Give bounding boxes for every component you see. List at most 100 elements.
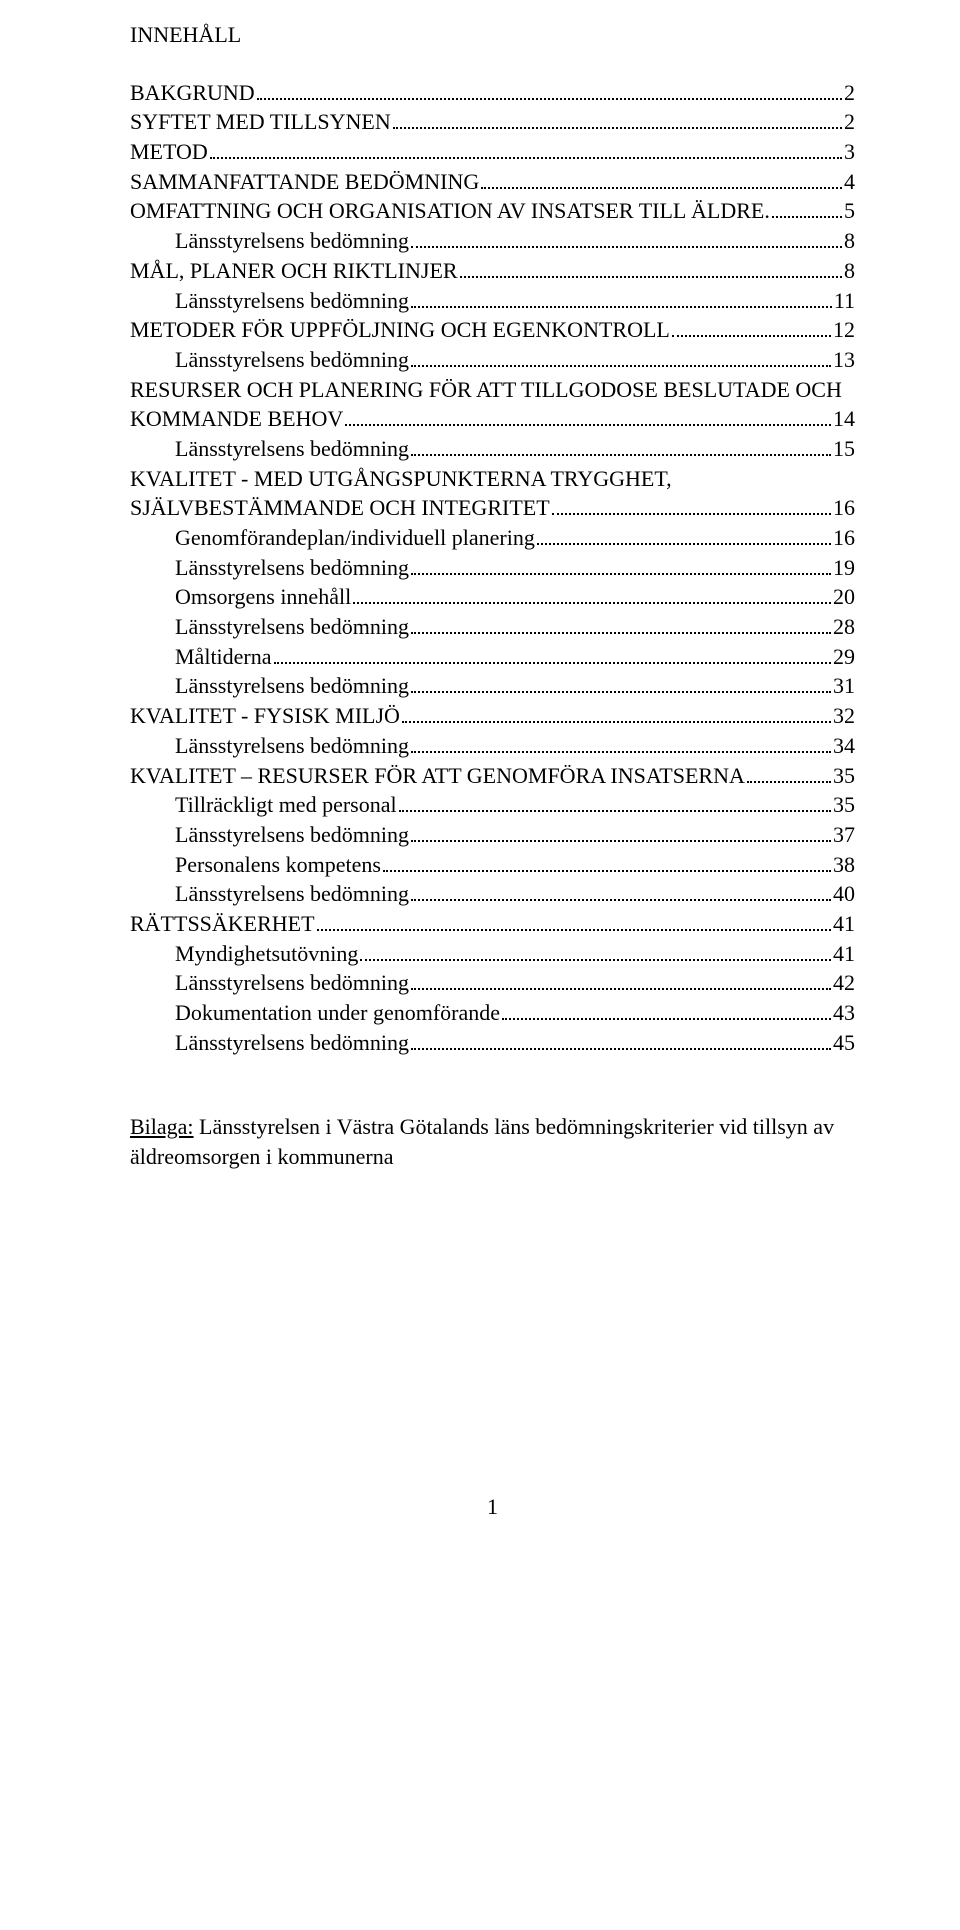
toc-entry-page: 14 (833, 404, 855, 434)
toc-entry: Dokumentation under genomförande 43 (130, 998, 855, 1028)
toc-leader-dots (747, 781, 831, 783)
toc-entry-page: 8 (844, 256, 855, 286)
toc-entry: METODER FÖR UPPFÖLJNING OCH EGENKONTROLL… (130, 315, 855, 345)
toc-entry-page: 37 (833, 820, 855, 850)
toc-entry-page: 5 (844, 196, 855, 226)
toc-leader-dots (411, 573, 831, 575)
toc-entry: Länsstyrelsens bedömning45 (130, 1028, 855, 1058)
toc-entry-label: SJÄLVBESTÄMMANDE OCH INTEGRITET (130, 493, 550, 523)
toc-leader-dots (210, 157, 842, 159)
toc-entry-label: KVALITET – RESURSER FÖR ATT GENOMFÖRA IN… (130, 761, 745, 791)
toc-entry: Genomförandeplan/individuell planering16 (130, 523, 855, 553)
toc-entry-label: Länsstyrelsens bedömning (175, 226, 409, 256)
toc-entry-label: Länsstyrelsens bedömning (175, 671, 409, 701)
toc-entry-label: SAMMANFATTANDE BEDÖMNING (130, 167, 479, 197)
toc-entry-label: Måltiderna (175, 642, 272, 672)
toc-entry-page: 35 (833, 761, 855, 791)
toc-entry-page: 42 (833, 968, 855, 998)
toc-entry: Länsstyrelsens bedömning 40 (130, 879, 855, 909)
toc-entry-page: 13 (833, 345, 855, 375)
toc-entry-page: 31 (833, 671, 855, 701)
toc-leader-dots (502, 1018, 831, 1020)
toc-entry-label: Omsorgens innehåll (175, 582, 351, 612)
toc-entry: Länsstyrelsens bedömning19 (130, 553, 855, 583)
toc-entry-label: Länsstyrelsens bedömning (175, 612, 409, 642)
toc-entry-page: 16 (833, 493, 855, 523)
toc-entry-page: 41 (833, 909, 855, 939)
toc-entry: Länsstyrelsens bedömning 31 (130, 671, 855, 701)
toc-entry-page: 12 (833, 315, 855, 345)
toc-entry-page: 34 (833, 731, 855, 761)
toc-leader-dots (274, 662, 831, 664)
toc-entry-label: KVALITET - FYSISK MILJÖ (130, 701, 400, 731)
toc-leader-dots (411, 246, 842, 248)
toc-entry-label: MÅL, PLANER OCH RIKTLINJER (130, 256, 458, 286)
toc-entry-label: Länsstyrelsens bedömning (175, 553, 409, 583)
toc-entry: Personalens kompetens 38 (130, 850, 855, 880)
toc-entry-label: Länsstyrelsens bedömning (175, 879, 409, 909)
toc-entry-label: SYFTET MED TILLSYNEN (130, 107, 391, 137)
toc-entry-page: 32 (833, 701, 855, 731)
toc-leader-dots (411, 454, 831, 456)
toc-leader-dots (411, 988, 831, 990)
toc-leader-dots (345, 424, 831, 426)
toc-entry-page: 4 (844, 167, 855, 197)
toc-entry-label: BAKGRUND (130, 78, 255, 108)
toc-entry: METOD3 (130, 137, 855, 167)
toc-entry-label: Länsstyrelsens bedömning (175, 345, 409, 375)
toc-leader-dots (317, 929, 831, 931)
toc-entry: Måltiderna29 (130, 642, 855, 672)
toc-entry-page: 40 (833, 879, 855, 909)
toc-entry: BAKGRUND 2 (130, 78, 855, 108)
toc-entry: Länsstyrelsens bedömning42 (130, 968, 855, 998)
toc-leader-dots (411, 632, 831, 634)
table-of-contents: BAKGRUND2SYFTET MED TILLSYNEN2METOD3SAMM… (130, 78, 855, 1058)
toc-entry-page: 3 (844, 137, 855, 167)
toc-entry: SAMMANFATTANDE BEDÖMNING 4 (130, 167, 855, 197)
toc-entry: SYFTET MED TILLSYNEN 2 (130, 107, 855, 137)
toc-entry: Länsstyrelsens bedömning 13 (130, 345, 855, 375)
toc-leader-dots (399, 810, 831, 812)
toc-entry-label: KVALITET - MED UTGÅNGSPUNKTERNA TRYGGHET… (130, 464, 672, 494)
toc-leader-dots (552, 513, 831, 515)
toc-entry-label: Länsstyrelsens bedömning (175, 434, 409, 464)
appendix-note: Bilaga: Länsstyrelsen i Västra Götalands… (130, 1112, 855, 1171)
toc-leader-dots (772, 216, 842, 218)
toc-leader-dots (353, 602, 831, 604)
toc-leader-dots (460, 276, 842, 278)
toc-entry-page: 38 (833, 850, 855, 880)
toc-entry-label: Länsstyrelsens bedömning (175, 286, 409, 316)
toc-leader-dots (411, 691, 831, 693)
toc-entry-page: 2 (844, 107, 855, 137)
toc-entry: RÄTTSSÄKERHET41 (130, 909, 855, 939)
toc-entry: OMFATTNING OCH ORGANISATION AV INSATSER … (130, 196, 855, 226)
toc-entry: RESURSER OCH PLANERING FÖR ATT TILLGODOS… (130, 375, 855, 405)
toc-entry-label: OMFATTNING OCH ORGANISATION AV INSATSER … (130, 196, 770, 226)
toc-leader-dots (411, 899, 831, 901)
toc-entry: KVALITET – RESURSER FÖR ATT GENOMFÖRA IN… (130, 761, 855, 791)
toc-entry-label: Personalens kompetens (175, 850, 381, 880)
toc-leader-dots (672, 335, 831, 337)
toc-leader-dots (360, 959, 831, 961)
toc-leader-dots (257, 98, 842, 100)
document-page: INNEHÅLL BAKGRUND2SYFTET MED TILLSYNEN2M… (0, 0, 960, 1561)
toc-entry-label: Tillräckligt med personal (175, 790, 397, 820)
toc-entry: Länsstyrelsens bedömning 11 (130, 286, 855, 316)
toc-entry: KVALITET - FYSISK MILJÖ 32 (130, 701, 855, 731)
toc-entry-label: Dokumentation under genomförande (175, 998, 500, 1028)
toc-entry-label: Myndighetsutövning (175, 939, 358, 969)
toc-entry-page: 2 (844, 78, 855, 108)
toc-leader-dots (411, 751, 831, 753)
toc-title: INNEHÅLL (130, 20, 855, 50)
toc-entry-label: RESURSER OCH PLANERING FÖR ATT TILLGODOS… (130, 375, 842, 405)
toc-entry-page: 43 (833, 998, 855, 1028)
toc-leader-dots (411, 365, 831, 367)
toc-entry-page: 35 (833, 790, 855, 820)
toc-entry-label: Länsstyrelsens bedömning (175, 820, 409, 850)
toc-entry-page: 11 (834, 286, 855, 316)
toc-leader-dots (411, 840, 831, 842)
toc-entry: Länsstyrelsens bedömning 37 (130, 820, 855, 850)
toc-entry-label: Länsstyrelsens bedömning (175, 1028, 409, 1058)
toc-entry-page: 15 (833, 434, 855, 464)
toc-entry-page: 41 (833, 939, 855, 969)
